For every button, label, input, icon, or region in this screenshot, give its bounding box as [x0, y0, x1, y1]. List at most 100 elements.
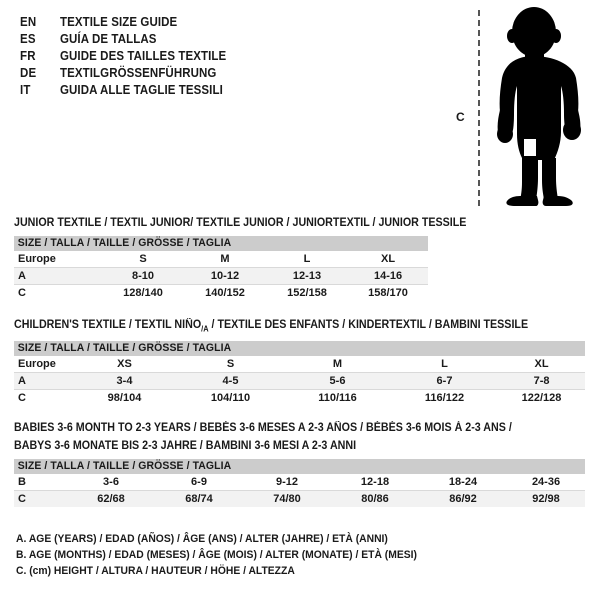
table-cell: M [220, 253, 230, 265]
language-header: EN TEXTILE SIZE GUIDE ES GUÍA DE TALLAS … [20, 14, 440, 99]
height-measure-illustration: C [440, 6, 600, 211]
language-row: FR GUIDE DES TAILLES TEXTILE [20, 48, 440, 65]
table-row: SIZE / TALLA / TAILLE / GRÖSSE / TAGLIA [14, 341, 586, 357]
table-band-cell: SIZE / TALLA / TAILLE / GRÖSSE / TAGLIA [14, 236, 429, 251]
row-label: Europe [18, 253, 56, 265]
language-code: FR [20, 49, 36, 63]
language-code: DE [20, 66, 37, 80]
row-label: B [18, 476, 26, 488]
language-row: DE TEXTILGRÖSSENFÜHRUNG [20, 65, 440, 82]
table-cell: 10-12 [184, 267, 266, 285]
table-row: C 98/104 104/110 110/116 116/122 122/128 [14, 389, 586, 407]
language-title: GUÍA DE TALLAS [60, 32, 157, 46]
row-label: Europe [18, 358, 56, 371]
table-babies-title-line1: BABIES 3-6 MONTH TO 2-3 YEARS / BEBÉS 3-… [14, 422, 512, 434]
table-cell: XL [534, 358, 549, 371]
table-children-title-pre: CHILDREN'S TEXTILE / TEXTIL NIÑO [14, 319, 202, 331]
table-cell: 122/128 [498, 389, 586, 407]
language-title: GUIDA ALLE TAGLIE TESSILI [60, 83, 223, 97]
language-row: EN TEXTILE SIZE GUIDE [20, 14, 440, 31]
table-junior-grid: SIZE / TALLA / TAILLE / GRÖSSE / TAGLIA … [14, 236, 429, 301]
row-label: C [14, 389, 72, 407]
table-cell: 62/68 [67, 490, 155, 507]
legend-block: A. AGE (YEARS) / EDAD (AÑOS) / ÂGE (ANS)… [16, 531, 576, 579]
table-cell: 9-12 [275, 476, 299, 488]
table-cell: 24-36 [531, 476, 561, 488]
height-dashed-line [478, 10, 480, 206]
language-code: IT [20, 83, 31, 97]
row-label: A [14, 372, 72, 390]
table-cell: 98/104 [72, 389, 177, 407]
table-row: A 8-10 10-12 12-13 14-16 [14, 267, 429, 285]
language-code: EN [20, 15, 37, 29]
table-band-cell: SIZE / TALLA / TAILLE / GRÖSSE / TAGLIA [14, 341, 586, 357]
row-label: C [14, 284, 102, 301]
table-cell: 158/170 [348, 284, 429, 301]
table-cell: XS [117, 358, 132, 371]
table-cell: 3-4 [72, 372, 177, 390]
table-cell: 80/86 [331, 490, 419, 507]
table-cell: 116/122 [391, 389, 498, 407]
table-cell: XL [380, 253, 396, 265]
language-title: TEXTILGRÖSSENFÜHRUNG [60, 66, 217, 80]
table-cell: 92/98 [507, 490, 586, 507]
legend-row-b: B. AGE (MONTHS) / EDAD (MESES) / ÂGE (MO… [16, 549, 417, 561]
table-children-title-post: / TEXTILE DES ENFANTS / KINDERTEXTIL / B… [208, 319, 529, 331]
table-row: A 3-4 4-5 5-6 6-7 7-8 [14, 372, 586, 390]
table-cell: 8-10 [102, 267, 184, 285]
table-junior-title: JUNIOR TEXTILE / TEXTIL JUNIOR/ TEXTILE … [14, 217, 467, 229]
table-cell: 140/152 [184, 284, 266, 301]
language-title: GUIDE DES TAILLES TEXTILE [60, 49, 227, 63]
table-babies-grid: SIZE / TALLA / TAILLE / GRÖSSE / TAGLIA … [14, 459, 586, 507]
table-cell: 4-5 [177, 372, 284, 390]
table-babies-title-line2: BABYS 3-6 MONATE BIS 2-3 JAHRE / BAMBINI… [14, 440, 357, 452]
table-children-grid: SIZE / TALLA / TAILLE / GRÖSSE / TAGLIA … [14, 341, 586, 407]
table-children: CHILDREN'S TEXTILE / TEXTIL NIÑO/A / TEX… [14, 318, 586, 407]
language-row: IT GUIDA ALLE TAGLIE TESSILI [20, 82, 440, 99]
table-row: Europe S M L XL [14, 251, 428, 268]
table-cell: 3-6 [103, 476, 119, 488]
table-row: C 128/140 140/152 152/158 158/170 [14, 284, 429, 301]
table-cell: 12-18 [360, 476, 390, 488]
table-cell: 128/140 [102, 284, 184, 301]
table-junior: JUNIOR TEXTILE / TEXTIL JUNIOR/ TEXTILE … [14, 216, 500, 301]
table-cell: L [303, 253, 311, 265]
table-row: SIZE / TALLA / TAILLE / GRÖSSE / TAGLIA [14, 459, 586, 474]
toddler-silhouette-icon [484, 6, 590, 211]
language-row: ES GUÍA DE TALLAS [20, 31, 440, 48]
table-cell: 152/158 [266, 284, 348, 301]
row-label: A [14, 267, 102, 285]
table-children-title-sub: /A [201, 324, 209, 334]
table-cell: 7-8 [498, 372, 586, 390]
table-band-label: SIZE / TALLA / TAILLE / GRÖSSE / TAGLIA [17, 342, 232, 355]
table-cell: L [441, 358, 448, 371]
table-children-title: CHILDREN'S TEXTILE / TEXTIL NIÑO/A / TEX… [14, 318, 545, 336]
language-title: TEXTILE SIZE GUIDE [60, 15, 178, 29]
legend-row-a: A. AGE (YEARS) / EDAD (AÑOS) / ÂGE (ANS)… [16, 533, 388, 545]
table-cell: 68/74 [155, 490, 243, 507]
table-cell: S [139, 253, 147, 265]
table-cell: 5-6 [284, 372, 391, 390]
legend-row-c: C. (cm) HEIGHT / ALTURA / HAUTEUR / HÖHE… [16, 565, 295, 577]
table-row: Europe XS S M L XL [14, 356, 585, 373]
table-row: C 62/68 68/74 74/80 80/86 86/92 92/98 [14, 490, 586, 507]
table-row: SIZE / TALLA / TAILLE / GRÖSSE / TAGLIA [14, 236, 429, 251]
table-babies: BABIES 3-6 MONTH TO 2-3 YEARS / BEBÉS 3-… [14, 421, 586, 507]
table-row: B 3-6 6-9 9-12 12-18 18-24 24-36 [14, 474, 585, 491]
table-cell: 110/116 [284, 389, 391, 407]
table-cell: 6-9 [191, 476, 207, 488]
table-cell: 86/92 [419, 490, 507, 507]
table-cell: 12-13 [266, 267, 348, 285]
row-label: C [14, 490, 67, 507]
table-band-label: SIZE / TALLA / TAILLE / GRÖSSE / TAGLIA [17, 237, 232, 249]
table-cell: 74/80 [243, 490, 331, 507]
table-band-label: SIZE / TALLA / TAILLE / GRÖSSE / TAGLIA [17, 460, 232, 472]
table-cell: M [332, 358, 343, 371]
measure-label-c: C [456, 110, 465, 124]
table-cell: 18-24 [448, 476, 478, 488]
table-cell: 6-7 [391, 372, 498, 390]
table-cell: 104/110 [177, 389, 284, 407]
language-code: ES [20, 32, 36, 46]
table-cell: S [226, 358, 235, 371]
